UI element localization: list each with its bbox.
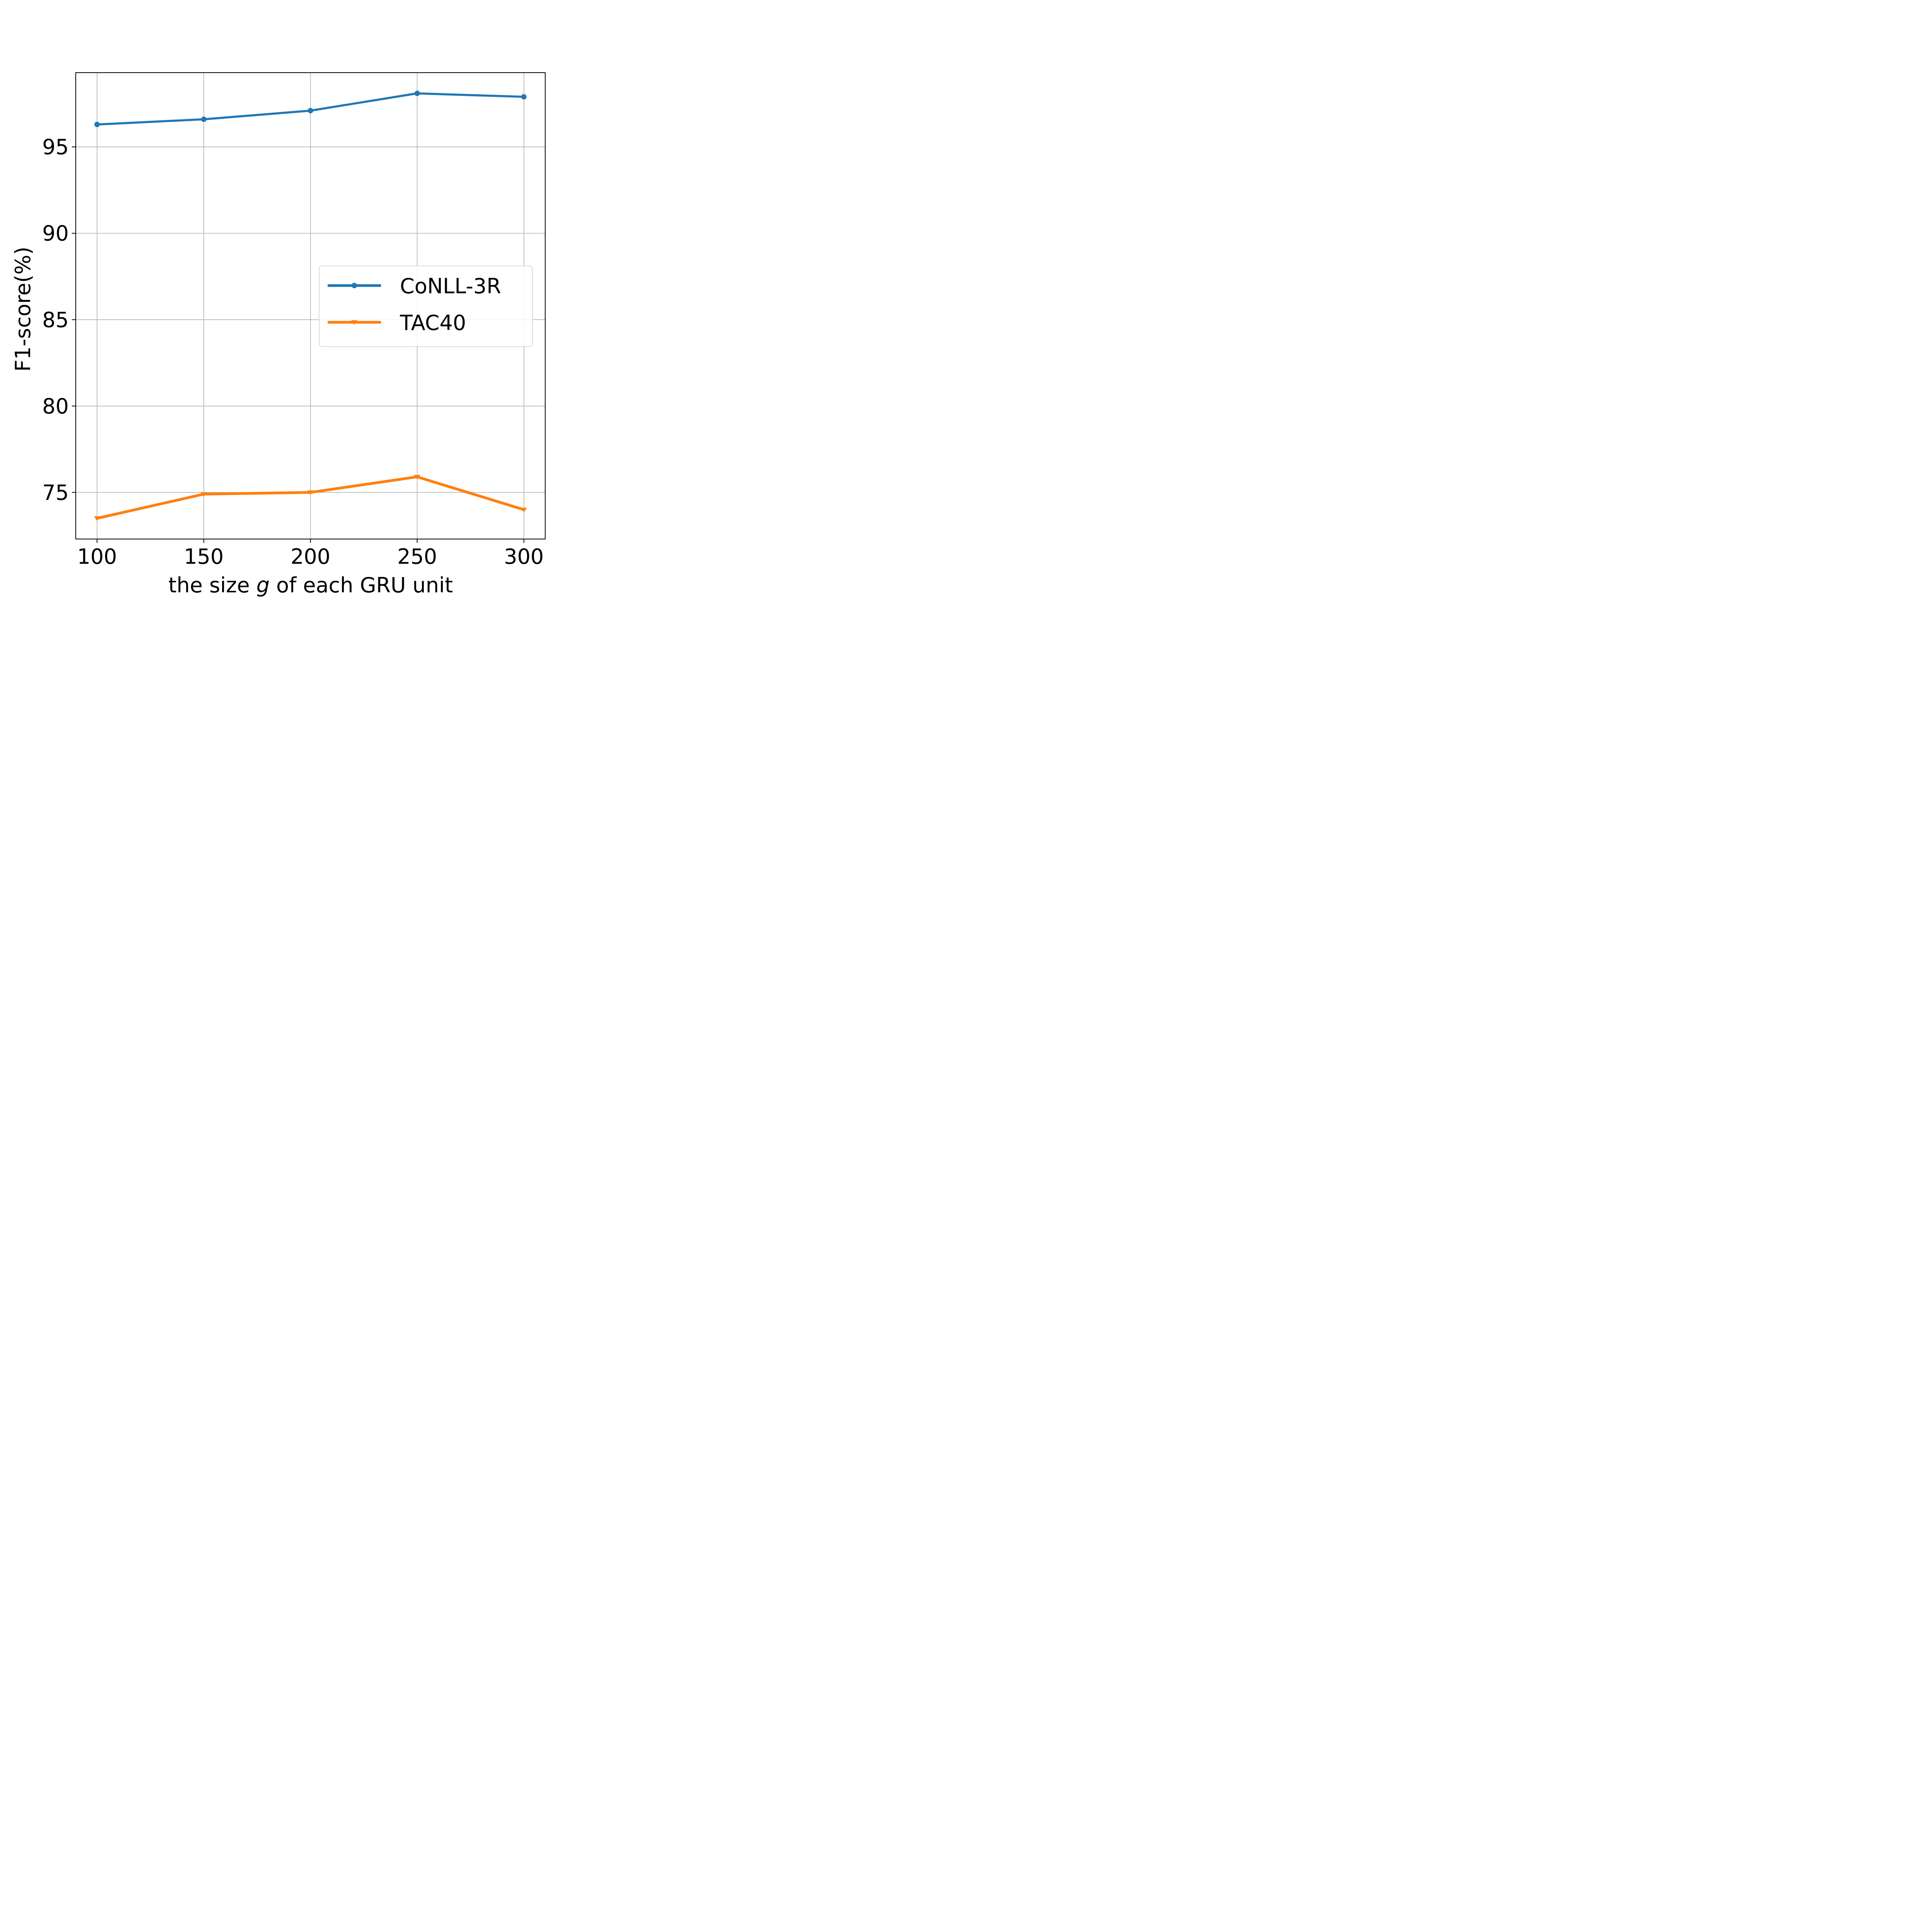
y-tick-label: 85 bbox=[42, 308, 69, 332]
legend: CoNLL-3R TAC40 bbox=[319, 265, 533, 347]
series-conll-3r bbox=[94, 90, 527, 128]
data-point bbox=[308, 108, 313, 114]
series-layer bbox=[94, 90, 527, 521]
ticks: 100 150 200 250 300 75 80 85 90 95 bbox=[42, 135, 544, 569]
data-point bbox=[201, 492, 207, 497]
legend-label: CoNLL-3R bbox=[400, 274, 501, 298]
legend-entry: CoNLL-3R bbox=[328, 274, 501, 298]
x-tick-label: 200 bbox=[291, 544, 330, 569]
y-tick-label: 75 bbox=[42, 480, 69, 505]
x-tick-label: 150 bbox=[184, 544, 224, 569]
line-chart: 100 150 200 250 300 75 80 85 90 95 the size g of … bbox=[11, 72, 546, 597]
x-tick-label: 100 bbox=[77, 544, 117, 569]
data-point bbox=[201, 116, 207, 122]
data-point bbox=[352, 283, 357, 288]
data-point bbox=[414, 474, 420, 480]
data-point bbox=[351, 320, 358, 325]
y-tick-label: 95 bbox=[42, 135, 69, 159]
x-axis-label-part: g bbox=[256, 573, 269, 597]
x-axis-label-part: the size bbox=[168, 573, 257, 597]
legend-entry: TAC40 bbox=[328, 311, 466, 335]
y-tick-label: 80 bbox=[42, 394, 69, 418]
data-point bbox=[521, 94, 527, 100]
x-tick-label: 250 bbox=[397, 544, 437, 569]
data-point bbox=[414, 90, 420, 96]
series-tac40 bbox=[94, 474, 527, 521]
y-axis-label: F1-score(%) bbox=[11, 247, 35, 371]
x-tick-label: 300 bbox=[504, 544, 544, 569]
data-point bbox=[94, 516, 100, 521]
data-point bbox=[307, 490, 314, 495]
x-axis-label-part: of each GRU unit bbox=[270, 573, 453, 597]
x-axis-label: the size g of each GRU unit bbox=[168, 573, 453, 597]
data-point bbox=[520, 507, 527, 512]
data-point bbox=[94, 122, 100, 128]
y-tick-label: 90 bbox=[42, 221, 69, 246]
legend-label: TAC40 bbox=[400, 311, 466, 335]
chart: 100 150 200 250 300 75 80 85 90 95 the size g of … bbox=[0, 0, 606, 606]
